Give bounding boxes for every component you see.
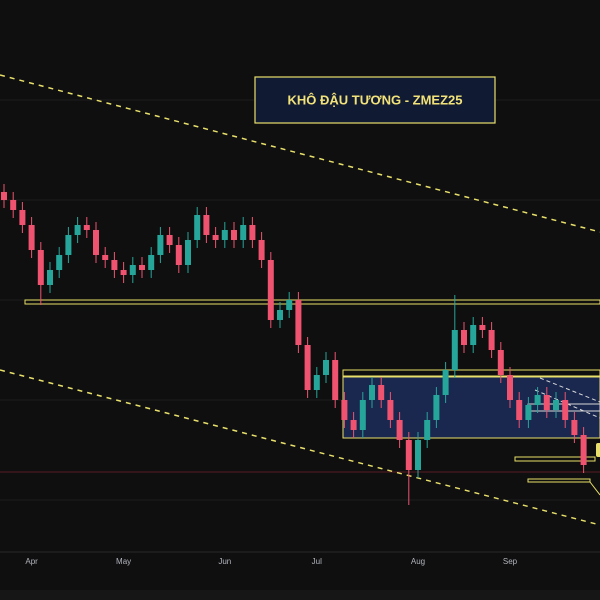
candle-body — [516, 400, 523, 420]
candle-body — [378, 385, 385, 400]
candle-body — [258, 240, 265, 260]
candle-body — [157, 235, 164, 255]
candle-body — [74, 225, 81, 235]
candle-body — [65, 235, 72, 255]
candle-body — [461, 330, 467, 345]
candle-body — [442, 370, 449, 395]
candle-body — [497, 350, 504, 375]
candle-body — [350, 420, 357, 430]
candle-body — [369, 385, 375, 400]
candle-body — [175, 245, 182, 265]
candle-body — [415, 440, 421, 470]
candle-body — [194, 215, 201, 240]
candle-body — [166, 235, 173, 245]
candle-body — [267, 260, 274, 320]
candle-body — [240, 225, 247, 240]
candle-body — [212, 235, 219, 240]
candle-body — [19, 210, 26, 225]
candle-body — [525, 405, 532, 420]
title-box — [254, 76, 496, 124]
candle-body — [332, 360, 339, 400]
candle-body — [553, 400, 559, 410]
candle-body — [120, 270, 127, 275]
candle-body — [359, 400, 366, 430]
candle-body — [286, 300, 293, 310]
candle-body — [277, 310, 283, 320]
candle-body — [93, 230, 99, 255]
level-line — [514, 456, 596, 462]
arrow — [589, 481, 600, 496]
candle-body — [10, 200, 17, 210]
candle-body — [111, 260, 118, 270]
candle-body — [313, 375, 320, 390]
channel-lower — [0, 369, 600, 526]
candle-body — [470, 325, 477, 345]
support-line — [24, 299, 600, 305]
footer — [0, 590, 600, 600]
candle-body — [295, 300, 302, 345]
marker — [596, 443, 600, 457]
candle-body — [249, 225, 256, 240]
candle-body — [507, 375, 513, 400]
candle-body — [396, 420, 403, 440]
candle-body — [341, 400, 348, 420]
x-tick-label: May — [116, 557, 131, 566]
candle-body — [534, 395, 541, 405]
candle-body — [451, 330, 458, 370]
candle-body — [139, 265, 145, 270]
candle-body — [83, 225, 90, 230]
mini-channel — [539, 377, 600, 403]
candle-body — [304, 345, 311, 390]
x-tick-label: Apr — [25, 557, 38, 566]
candle-body — [1, 192, 7, 200]
candle-body — [571, 420, 578, 435]
candle-body — [562, 400, 569, 420]
candle-body — [405, 440, 412, 470]
candle-body — [424, 420, 431, 440]
x-tick-label: Aug — [411, 557, 425, 566]
x-tick-label: Jul — [312, 557, 322, 566]
candle-body — [479, 325, 486, 330]
candle-body — [488, 330, 495, 350]
x-tick-label: Sep — [503, 557, 518, 566]
candle-body — [231, 230, 237, 240]
chart-title: KHÔ ĐẬU TƯƠNG - ZMEZ25 — [288, 92, 463, 107]
candle-body — [56, 255, 63, 270]
candle-body — [185, 240, 191, 265]
candle-body — [387, 400, 394, 420]
candle-body — [580, 435, 587, 465]
level-line — [527, 478, 591, 483]
candle-body — [323, 360, 329, 375]
x-tick-label: Jun — [218, 557, 231, 566]
candle-body — [543, 395, 550, 410]
candles — [1, 184, 587, 505]
candle-body — [37, 250, 44, 285]
candle-body — [129, 265, 136, 275]
candle-body — [28, 225, 35, 250]
candle-body — [203, 215, 210, 235]
zone-top — [342, 369, 600, 377]
candle-body — [47, 270, 53, 285]
candle-body — [102, 255, 109, 260]
candle-body — [433, 395, 440, 420]
candle-body — [148, 255, 155, 270]
channel-upper — [0, 74, 600, 233]
candle-body — [221, 230, 228, 240]
